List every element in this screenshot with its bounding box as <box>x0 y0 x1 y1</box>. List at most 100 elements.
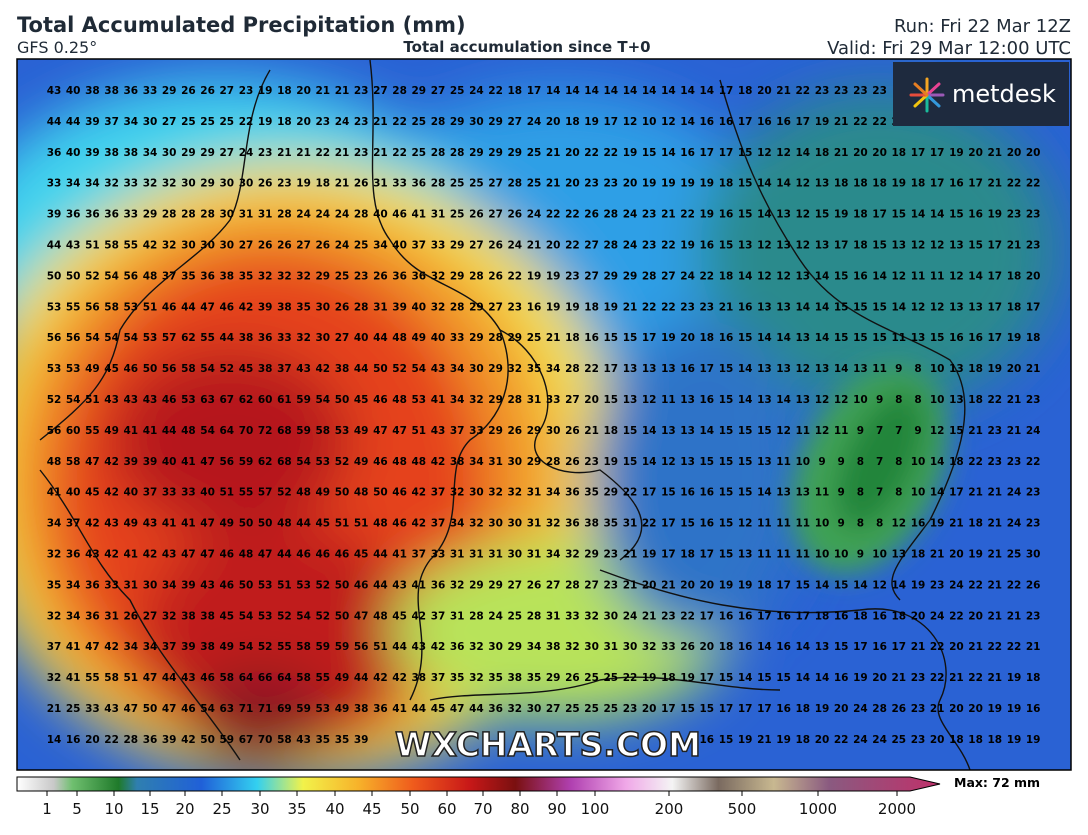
grid-value: 21 <box>373 147 388 159</box>
grid-value: 29 <box>450 270 465 282</box>
grid-value: 50 <box>335 610 350 622</box>
grid-value: 25 <box>603 703 618 715</box>
grid-value: 46 <box>219 549 234 561</box>
grid-value: 57 <box>258 487 273 499</box>
grid-value: 13 <box>680 425 695 437</box>
grid-value: 17 <box>757 703 772 715</box>
grid-value: 22 <box>680 209 695 221</box>
logo: metdesk <box>893 62 1069 126</box>
grid-value: 29 <box>469 147 484 159</box>
grid-value: 21 <box>546 178 561 190</box>
grid-value: 18 <box>603 425 618 437</box>
grid-value: 41 <box>123 425 138 437</box>
grid-value: 53 <box>335 425 350 437</box>
grid-value: 46 <box>123 363 138 375</box>
grid-value: 16 <box>66 734 81 746</box>
grid-value: 13 <box>853 363 868 375</box>
grid-value: 32 <box>469 641 484 653</box>
grid-value: 7 <box>876 425 883 437</box>
grid-value: 12 <box>795 178 810 190</box>
grid-value: 14 <box>47 734 62 746</box>
grid-value: 21 <box>623 579 638 591</box>
grid-value: 18 <box>853 240 868 252</box>
grid-value: 14 <box>911 209 926 221</box>
grid-value: 18 <box>891 147 906 159</box>
grid-value: 16 <box>776 116 791 128</box>
grid-value: 42 <box>411 487 426 499</box>
grid-value: 22 <box>565 240 580 252</box>
grid-value: 26 <box>181 85 196 97</box>
grid-value: 18 <box>834 178 849 190</box>
grid-value: 53 <box>258 579 273 591</box>
grid-value: 26 <box>469 209 484 221</box>
grid-value: 19 <box>546 270 561 282</box>
grid-value: 32 <box>47 610 62 622</box>
grid-value: 23 <box>315 116 330 128</box>
grid-value: 43 <box>296 734 311 746</box>
colorbar: Max: 72 mm 1 5 10 15 20 25 30 35 40 45 50 60 70 80 90 1… <box>16 775 1040 818</box>
grid-value: 10 <box>815 549 830 561</box>
grid-value: 33 <box>469 425 484 437</box>
grid-value: 19 <box>1007 734 1022 746</box>
grid-value: 13 <box>757 394 772 406</box>
grid-value: 27 <box>431 85 446 97</box>
grid-value: 22 <box>392 147 407 159</box>
grid-value: 15 <box>719 487 734 499</box>
grid-value: 27 <box>546 579 561 591</box>
grid-value: 43 <box>296 363 311 375</box>
grid-value: 13 <box>776 240 791 252</box>
grid-value: 34 <box>123 641 138 653</box>
grid-value: 14 <box>757 641 772 653</box>
grid-value: 11 <box>757 518 772 530</box>
grid-value: 33 <box>47 178 62 190</box>
grid-value: 12 <box>930 240 945 252</box>
grid-value: 29 <box>507 332 522 344</box>
grid-value: 21 <box>987 178 1002 190</box>
grid-value: 20 <box>296 85 311 97</box>
grid-value: 15 <box>968 240 983 252</box>
grid-value: 69 <box>277 703 292 715</box>
grid-value: 8 <box>914 394 921 406</box>
grid-value: 14 <box>661 85 676 97</box>
grid-value: 17 <box>987 240 1002 252</box>
grid-value: 43 <box>431 425 446 437</box>
grid-value: 20 <box>930 734 945 746</box>
grid-value: 22 <box>968 579 983 591</box>
grid-value: 12 <box>795 209 810 221</box>
grid-value: 27 <box>469 240 484 252</box>
grid-value: 23 <box>1007 209 1022 221</box>
grid-value: 37 <box>450 425 465 437</box>
grid-value: 23 <box>1026 610 1041 622</box>
grid-value: 15 <box>930 332 945 344</box>
grid-value: 12 <box>872 579 887 591</box>
grid-value: 35 <box>584 487 599 499</box>
grid-value: 41 <box>181 518 196 530</box>
grid-value: 19 <box>699 209 714 221</box>
grid-value: 56 <box>47 332 62 344</box>
grid-value: 23 <box>987 456 1002 468</box>
grid-value: 16 <box>527 301 542 313</box>
grid-value: 54 <box>123 332 138 344</box>
grid-value: 33 <box>661 641 676 653</box>
grid-value: 24 <box>949 579 964 591</box>
grid-value: 21 <box>987 147 1002 159</box>
max-label: Max: 72 mm <box>954 775 1040 790</box>
grid-value: 14 <box>930 209 945 221</box>
colorbar-tick-label: 5 <box>72 800 82 818</box>
grid-value: 36 <box>66 209 81 221</box>
grid-value: 28 <box>488 332 503 344</box>
grid-value: 49 <box>335 703 350 715</box>
grid-value: 21 <box>335 147 350 159</box>
grid-value: 22 <box>661 301 676 313</box>
grid-value: 49 <box>123 518 138 530</box>
grid-value: 43 <box>200 579 215 591</box>
grid-value: 14 <box>795 147 810 159</box>
grid-value: 17 <box>527 85 542 97</box>
grid-value: 56 <box>219 456 234 468</box>
grid-value: 18 <box>277 85 292 97</box>
grid-value: 32 <box>584 610 599 622</box>
grid-value: 20 <box>1026 270 1041 282</box>
grid-value: 15 <box>719 734 734 746</box>
grid-value: 47 <box>450 703 465 715</box>
